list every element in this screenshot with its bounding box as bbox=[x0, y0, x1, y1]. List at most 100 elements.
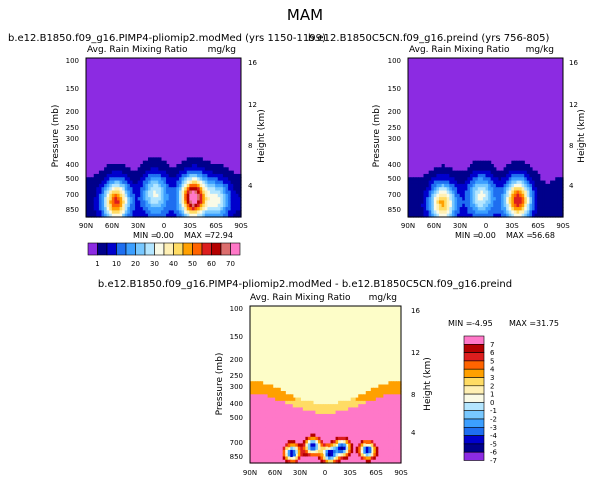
field-cell bbox=[305, 436, 309, 441]
field-cell bbox=[490, 173, 494, 178]
field-cell bbox=[163, 197, 167, 202]
colorbar-main-box bbox=[154, 242, 165, 256]
field-cell bbox=[441, 177, 445, 182]
field-cell bbox=[260, 381, 264, 386]
field-cell bbox=[482, 210, 487, 215]
field-cell bbox=[542, 200, 546, 205]
field-cell bbox=[451, 183, 456, 188]
field-cell bbox=[457, 180, 461, 185]
field-cell bbox=[472, 173, 476, 178]
field-cell bbox=[393, 449, 397, 454]
field-cell bbox=[150, 167, 154, 172]
field-cell bbox=[297, 443, 301, 448]
field-cell bbox=[267, 456, 271, 461]
field-cell bbox=[287, 443, 291, 448]
field-cell bbox=[420, 207, 425, 211]
field-cell bbox=[104, 210, 108, 215]
field-cell bbox=[390, 410, 395, 415]
panel-3-min-value: -4.95 bbox=[472, 319, 493, 328]
field-cell bbox=[210, 213, 214, 218]
field-cell bbox=[408, 177, 412, 182]
field-cell bbox=[315, 407, 319, 412]
field-cell bbox=[186, 170, 190, 175]
field-cell bbox=[117, 210, 121, 215]
field-cell bbox=[345, 440, 349, 444]
field-cell bbox=[106, 203, 110, 208]
field-cell bbox=[204, 190, 209, 195]
field-cell bbox=[338, 443, 342, 448]
field-cell bbox=[202, 190, 206, 195]
field-cell bbox=[464, 187, 469, 192]
field-cell bbox=[393, 427, 397, 431]
field-cell bbox=[137, 190, 141, 195]
field-cell bbox=[433, 190, 438, 195]
field-cell bbox=[348, 417, 352, 422]
field-cell bbox=[317, 410, 322, 415]
field-cell bbox=[501, 207, 505, 211]
field-cell bbox=[98, 187, 103, 192]
field-cell bbox=[277, 430, 281, 435]
field-cell bbox=[388, 459, 392, 464]
field-cell bbox=[477, 170, 481, 175]
field-cell bbox=[88, 213, 92, 218]
panel-2-y2-tick: 12 bbox=[569, 101, 578, 109]
field-cell bbox=[423, 197, 427, 202]
field-cell bbox=[506, 164, 510, 168]
field-cell bbox=[129, 170, 134, 175]
field-cell bbox=[358, 410, 362, 415]
field-cell bbox=[290, 400, 294, 405]
field-cell bbox=[212, 190, 216, 195]
field-cell bbox=[383, 384, 387, 389]
field-cell bbox=[503, 190, 507, 195]
field-cell bbox=[532, 193, 536, 198]
field-cell bbox=[355, 410, 359, 415]
field-cell bbox=[215, 190, 219, 195]
field-cell bbox=[506, 170, 510, 175]
field-cell bbox=[340, 400, 344, 405]
field-cell bbox=[179, 210, 183, 215]
field-cell bbox=[275, 427, 279, 431]
field-cell bbox=[383, 459, 387, 464]
field-cell bbox=[262, 404, 266, 408]
field-cell bbox=[493, 177, 497, 182]
field-cell bbox=[513, 213, 518, 218]
field-cell bbox=[333, 413, 337, 418]
field-cell bbox=[295, 400, 299, 405]
field-cell bbox=[368, 430, 372, 435]
field-cell bbox=[312, 430, 317, 435]
field-cell bbox=[449, 213, 453, 218]
panel-2-y-tick: 150 bbox=[388, 85, 401, 93]
field-cell bbox=[210, 167, 214, 172]
field-cell bbox=[368, 433, 372, 438]
field-cell bbox=[529, 193, 533, 198]
field-cell bbox=[459, 170, 463, 175]
panel-1-x-tick: 0 bbox=[162, 222, 166, 230]
field-cell bbox=[555, 213, 559, 218]
field-cell bbox=[307, 420, 311, 425]
field-cell bbox=[451, 180, 456, 185]
field-cell bbox=[127, 193, 131, 198]
field-cell bbox=[490, 177, 494, 182]
field-cell bbox=[393, 413, 397, 418]
panel-3-x-ticks: 90N 60N 30N 0 30S 60S 90S bbox=[243, 469, 408, 477]
field-cell bbox=[199, 173, 203, 178]
field-cell bbox=[257, 384, 261, 389]
field-cell bbox=[300, 440, 304, 444]
field-cell bbox=[277, 400, 281, 405]
field-cell bbox=[408, 203, 412, 208]
field-cell bbox=[160, 193, 165, 198]
field-cell bbox=[529, 207, 533, 211]
field-cell bbox=[333, 410, 337, 415]
field-cell bbox=[212, 213, 216, 218]
field-cell bbox=[186, 210, 190, 215]
field-cell bbox=[119, 200, 123, 205]
field-cell bbox=[270, 413, 274, 418]
field-cell bbox=[199, 187, 203, 192]
field-cell bbox=[345, 423, 349, 428]
field-cell bbox=[250, 413, 254, 418]
field-cell bbox=[272, 420, 276, 425]
field-cell bbox=[184, 187, 188, 192]
field-cell bbox=[158, 160, 162, 165]
field-cell bbox=[295, 423, 299, 428]
field-cell bbox=[521, 173, 525, 178]
